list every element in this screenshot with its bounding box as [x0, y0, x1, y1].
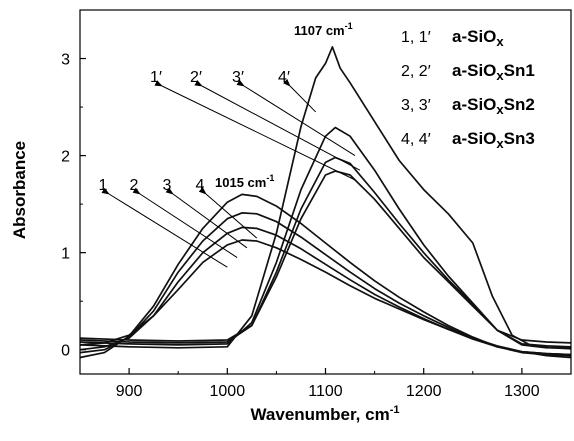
curve-label-arrow: [236, 79, 356, 157]
x-tick-label: 1200: [406, 383, 442, 400]
y-tick-label: 0: [61, 343, 70, 360]
x-tick-label: 900: [116, 383, 143, 400]
curve-label: 3: [163, 177, 172, 194]
legend-label: a-SiOxSn2: [452, 95, 535, 117]
curve-label: 4: [196, 177, 205, 194]
x-tick-label: 1300: [504, 383, 540, 400]
curve-label: 1′: [150, 69, 162, 86]
y-axis: 0 1 2 3: [61, 52, 86, 360]
curve-labels: 1 2 3 4 1′ 2′ 3′ 4′: [99, 69, 361, 268]
curve-label: 1: [99, 177, 108, 194]
spectra-curves: [79, 46, 572, 359]
spectrum-line-4: [79, 193, 572, 359]
y-tick-label: 1: [61, 246, 70, 263]
x-tick-label: 1100: [308, 383, 343, 400]
x-axis-title: Wavenumber, cm-1: [251, 404, 400, 424]
curve-label: 2: [130, 177, 139, 194]
curve-label: 2′: [190, 69, 202, 86]
curve-label-arrow: [282, 78, 317, 113]
spectrum-line-8: [79, 46, 572, 350]
y-tick-label: 3: [61, 52, 70, 69]
spectrum-line-6: [79, 156, 572, 348]
curve-label-arrow: [194, 80, 361, 171]
x-axis: 900 1000 1100 1200 1300: [79, 368, 572, 400]
curve-label-arrow: [101, 187, 228, 268]
spectrum-line-5: [79, 170, 572, 344]
legend-number: 4, 4′: [401, 131, 431, 148]
legend: 1, 1′ a-SiOx 2, 2′ a-SiOxSn1 3, 3′ a-SiOxSn2 4…: [401, 27, 535, 151]
peak-annotations: 1107 cm-1 1015 cm-1: [215, 21, 353, 190]
spectrum-line-3: [79, 212, 572, 356]
curve-label: 4′: [278, 69, 290, 86]
legend-number: 3, 3′: [401, 97, 431, 114]
legend-label: a-SiOx: [452, 27, 504, 49]
curve-label-arrow: [154, 80, 356, 181]
legend-number: 1, 1′: [401, 29, 431, 46]
curve-label: 3′: [232, 69, 244, 86]
peak-annotation-1015: 1015 cm-1: [215, 173, 274, 190]
curve-label-arrow: [132, 187, 238, 258]
curve-label-arrow: [198, 187, 258, 239]
spectrum-line-2: [79, 226, 572, 357]
peak-annotation-1107: 1107 cm-1: [294, 21, 353, 38]
legend-label: a-SiOxSn3: [452, 129, 535, 151]
x-tick-label: 1000: [210, 383, 246, 400]
legend-number: 2, 2′: [401, 63, 431, 80]
curve-label-arrow: [165, 187, 248, 249]
y-tick-label: 2: [61, 149, 70, 166]
legend-label: a-SiOxSn1: [452, 61, 535, 83]
y-axis-title: Absorbance: [10, 141, 29, 239]
spectrum-line-7: [79, 126, 571, 349]
